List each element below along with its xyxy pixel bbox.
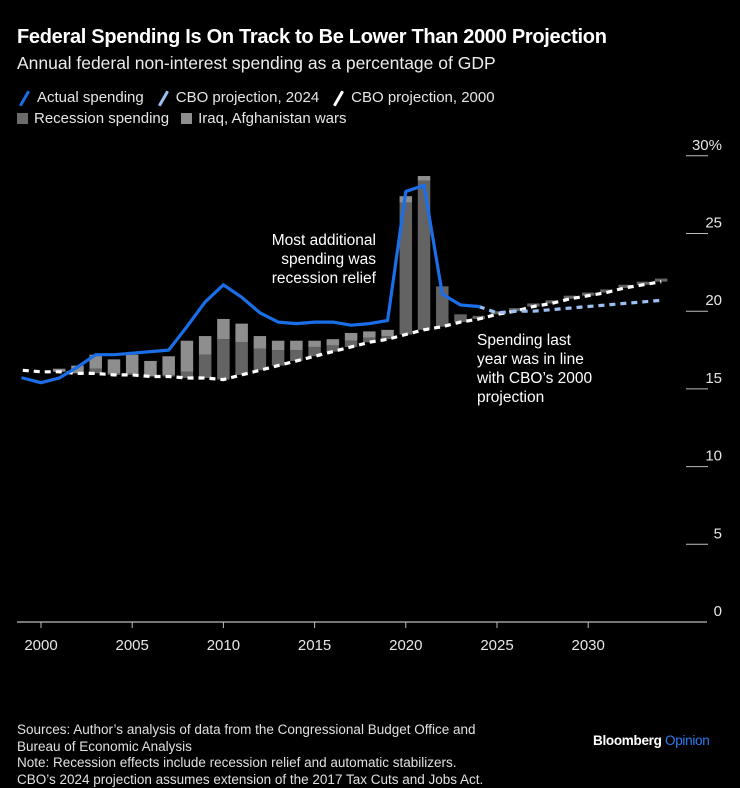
bar-wars bbox=[181, 341, 194, 372]
bar-recession bbox=[327, 345, 340, 351]
bar-recession bbox=[272, 350, 285, 366]
x-tick-label: 2010 bbox=[207, 637, 240, 654]
x-tick-label: 2015 bbox=[298, 637, 331, 654]
y-tick-label: 10 bbox=[705, 448, 722, 465]
bar-recession bbox=[655, 279, 668, 282]
x-tick-label: 2025 bbox=[480, 637, 513, 654]
note-line: Note: Recession effects include recessio… bbox=[17, 755, 617, 772]
bar-wars bbox=[345, 333, 358, 341]
annotation-recession-relief: spending was bbox=[281, 251, 376, 268]
bar-recession bbox=[235, 342, 248, 375]
bar-wars bbox=[144, 361, 157, 377]
annotation-recession-relief: Most additional bbox=[272, 232, 376, 249]
y-axis: 0 5 10 15 20 25 30% bbox=[686, 137, 722, 620]
bar-wars bbox=[162, 356, 175, 375]
annotation-in-line-with-2000: projection bbox=[477, 389, 544, 406]
bar-wars bbox=[418, 176, 431, 181]
annotation-in-line-with-2000: with CBO’s 2000 bbox=[476, 370, 593, 387]
annotation-recession-relief: recession relief bbox=[272, 270, 377, 287]
y-tick-label: 25 bbox=[705, 215, 722, 232]
x-tick-label: 2005 bbox=[116, 637, 149, 654]
bar-wars bbox=[290, 341, 303, 350]
y-tick-label: 5 bbox=[714, 525, 722, 542]
bar-wars bbox=[126, 355, 139, 374]
note-line: CBO’s 2024 projection assumes extension … bbox=[17, 772, 617, 788]
bar-wars bbox=[327, 339, 340, 345]
cbo-2024-projection-line bbox=[479, 300, 661, 313]
annotations-layer: Most additional spending was recession rel… bbox=[272, 232, 593, 406]
y-tick-label: 0 bbox=[714, 603, 722, 620]
bar-recession bbox=[217, 339, 230, 379]
annotation-in-line-with-2000: Spending last bbox=[477, 332, 572, 349]
bar-wars bbox=[254, 336, 267, 348]
bar-recession bbox=[199, 355, 212, 378]
x-tick-label: 2030 bbox=[572, 637, 605, 654]
bar-recession bbox=[254, 348, 267, 370]
annotation-in-line-with-2000: year was in line bbox=[477, 351, 584, 368]
y-tick-label: 20 bbox=[705, 292, 722, 309]
source-line: Bureau of Economic Analysis bbox=[17, 739, 617, 756]
bloomberg-opinion-logo: Bloomberg Opinion bbox=[593, 733, 709, 748]
y-tick-label: 15 bbox=[705, 370, 722, 387]
bar-wars bbox=[108, 359, 121, 373]
source-line: Sources: Author’s analysis of data from … bbox=[17, 722, 617, 739]
y-tick-label: 30% bbox=[692, 137, 722, 154]
x-tick-label: 2020 bbox=[389, 637, 422, 654]
bar-wars bbox=[217, 319, 230, 339]
brand-main: Bloomberg bbox=[593, 733, 662, 748]
bar-wars bbox=[199, 336, 212, 355]
footer-notes: Sources: Author’s analysis of data from … bbox=[17, 722, 617, 788]
bar-wars bbox=[308, 341, 321, 347]
x-tick-label: 2000 bbox=[24, 637, 57, 654]
bar-wars bbox=[381, 330, 394, 336]
bar-wars bbox=[363, 331, 376, 337]
x-axis: 2000 2005 2010 2015 2020 2025 2030 bbox=[17, 622, 707, 654]
bar-wars bbox=[235, 324, 248, 343]
brand-accent: Opinion bbox=[665, 733, 709, 748]
bar-wars bbox=[272, 341, 285, 350]
